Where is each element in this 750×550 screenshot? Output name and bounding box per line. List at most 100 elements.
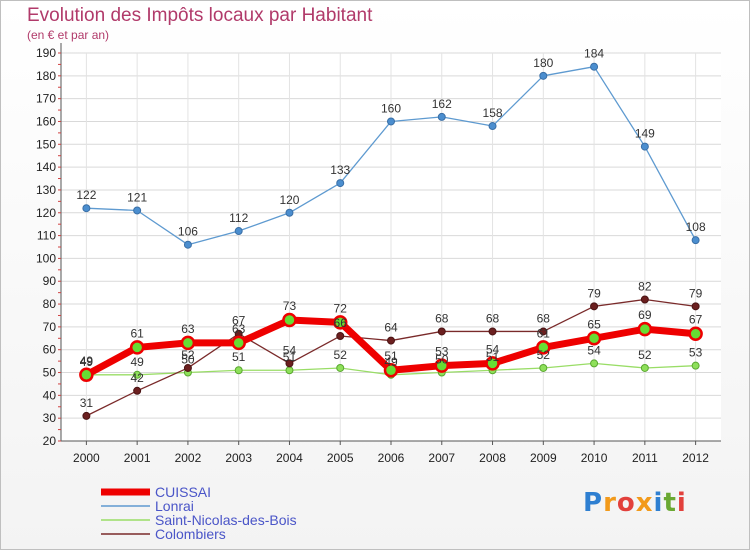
data-label-cuissai: 67 [689,313,703,327]
data-label-cuissai: 73 [283,299,297,313]
data-label-lonrai: 108 [686,220,706,234]
data-point-saint-nicolas-des-bois [539,363,548,372]
data-label-saint-nicolas-des-bois: 50 [181,353,195,367]
y-tick-label: 110 [37,229,56,243]
data-point-lonrai [691,236,700,245]
data-point-saint-nicolas-des-bois [691,361,700,370]
proxiti-logo: Proxiti [583,488,687,518]
logo-letter: P [583,488,604,518]
data-point-cuissai [332,315,348,330]
data-label-cuissai: 63 [181,322,195,336]
data-point-colombiers [488,327,497,336]
data-label-colombiers: 68 [486,311,500,325]
data-label-saint-nicolas-des-bois: 52 [537,348,551,362]
data-point-colombiers [640,295,649,304]
data-point-lonrai [183,240,192,249]
data-point-colombiers [539,327,548,336]
legend-label-cuissai: CUISSAI [155,484,211,500]
data-label-lonrai: 133 [330,163,350,177]
data-point-colombiers [285,359,294,368]
data-label-colombiers: 64 [384,321,398,335]
data-label-lonrai: 122 [76,188,96,202]
data-label-cuissai: 49 [80,354,94,368]
data-label-colombiers: 66 [334,316,348,330]
data-label-cuissai: 54 [486,342,500,356]
data-label-saint-nicolas-des-bois: 51 [232,350,246,364]
data-point-cuissai [79,367,94,383]
data-point-cuissai [485,356,500,371]
data-label-saint-nicolas-des-bois: 51 [486,350,500,364]
data-label-colombiers: 54 [283,343,297,357]
data-label-cuissai: 61 [130,326,144,340]
data-label-lonrai: 121 [127,190,147,204]
data-point-lonrai [82,204,91,213]
x-tick-label: 2005 [327,451,354,465]
data-label-colombiers: 68 [435,311,449,325]
data-point-colombiers [590,302,599,311]
data-label-colombiers: 68 [537,311,551,325]
data-point-colombiers [183,363,192,372]
x-tick-label: 2010 [581,451,608,465]
data-label-saint-nicolas-des-bois: 49 [130,355,144,369]
data-point-lonrai [539,71,548,80]
x-tick-label: 2003 [225,451,252,465]
data-point-cuissai [688,326,703,341]
data-label-lonrai: 112 [229,211,248,225]
data-label-lonrai: 160 [381,101,401,115]
y-tick-label: 180 [36,69,56,83]
x-tick-label: 2000 [73,451,100,465]
data-point-cuissai [383,362,399,378]
data-label-colombiers: 67 [232,314,246,328]
data-point-saint-nicolas-des-bois [640,363,649,372]
data-point-saint-nicolas-des-bois [336,363,345,372]
data-point-cuissai [129,340,145,355]
y-tick-label: 190 [36,46,56,60]
logo-letter: i [653,488,664,518]
data-point-saint-nicolas-des-bois [285,366,294,375]
y-tick-label: 130 [36,183,56,197]
x-tick-label: 2012 [682,451,709,465]
data-point-saint-nicolas-des-bois [234,366,243,375]
data-point-lonrai [640,142,649,151]
data-label-cuissai: 69 [638,308,652,322]
data-point-colombiers [691,302,700,311]
data-point-cuissai [536,340,551,355]
data-label-saint-nicolas-des-bois: 54 [587,343,601,357]
data-point-colombiers [437,327,446,336]
y-tick-label: 150 [36,137,56,151]
data-label-colombiers: 52 [181,348,195,362]
data-label-saint-nicolas-des-bois: 50 [435,353,449,367]
legend-label-colombiers: Colombiers [155,526,226,542]
x-tick-label: 2008 [479,451,506,465]
data-label-lonrai: 180 [533,56,553,70]
data-point-cuissai [231,335,246,351]
x-tick-label: 2002 [175,451,202,465]
x-tick-label: 2004 [276,451,303,465]
data-point-colombiers [133,386,142,395]
data-label-saint-nicolas-des-bois: 52 [334,348,348,362]
data-point-cuissai [434,358,450,373]
data-label-lonrai: 149 [635,127,655,141]
y-tick-label: 160 [36,114,56,128]
x-tick-label: 2007 [428,451,455,465]
data-point-colombiers [82,411,91,420]
legend-label-saint-nicolas-des-bois: Saint-Nicolas-des-Bois [155,512,297,528]
y-tick-label: 140 [36,160,56,174]
x-tick-label: 2001 [124,451,151,465]
data-point-colombiers [336,332,345,341]
data-label-colombiers: 79 [587,286,601,300]
data-point-lonrai [488,122,497,131]
y-tick-label: 30 [43,411,57,425]
data-point-lonrai [285,208,294,217]
legend-label-lonrai: Lonrai [155,498,194,514]
data-label-cuissai: 53 [435,345,449,359]
logo-letter: o [616,488,636,518]
data-point-lonrai [437,112,446,121]
data-label-saint-nicolas-des-bois: 52 [638,348,652,362]
data-label-colombiers: 31 [80,396,94,410]
y-tick-label: 60 [43,343,57,357]
data-label-lonrai: 120 [279,193,299,207]
data-label-cuissai: 63 [232,322,246,336]
data-label-saint-nicolas-des-bois: 53 [689,346,703,360]
y-tick-label: 170 [36,92,56,106]
